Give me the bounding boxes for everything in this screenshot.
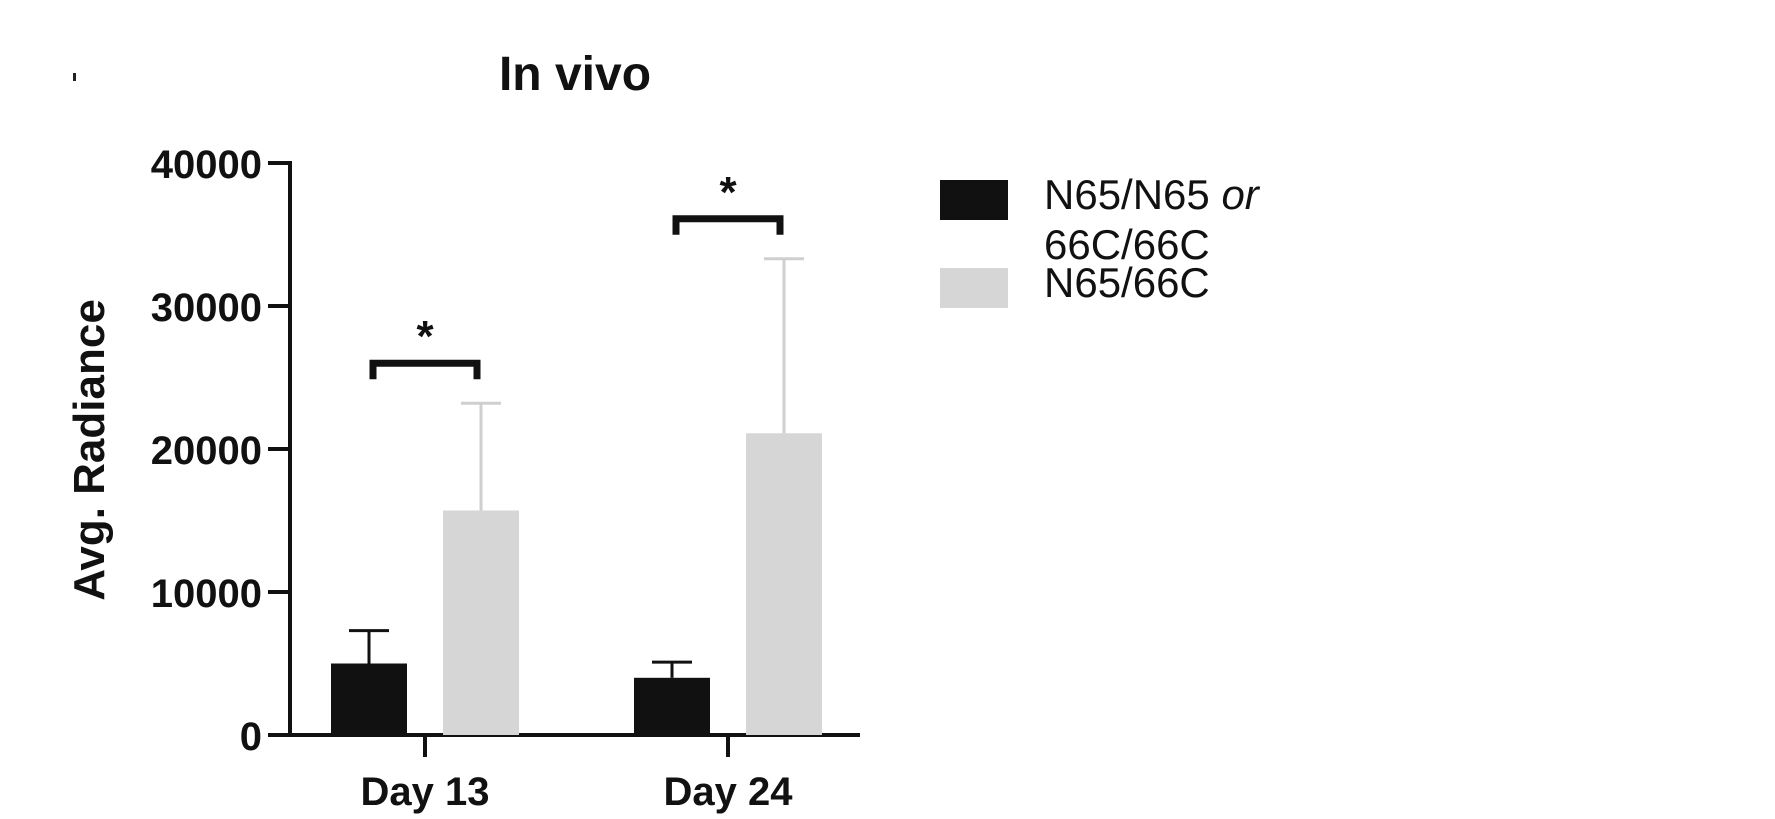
legend-swatch-series-2 [940, 268, 1008, 308]
y-tick-label-0: 0 [240, 715, 262, 759]
legend-swatch-series-1 [940, 180, 1008, 220]
y-tick-label-4: 40000 [151, 143, 262, 187]
legend-label-series-1-main: N65/N65 [1044, 171, 1222, 218]
significance-group: ** [369, 168, 784, 380]
y-tick-label-3: 30000 [151, 286, 262, 330]
legend-label-series-1-line2: 66C/66C [1044, 221, 1210, 268]
bar-2-day-24 [746, 433, 822, 735]
bars-group [331, 257, 822, 735]
legend-label-series-2: N65/66C [1044, 259, 1210, 306]
legend-label-series-1: N65/N65 or 66C/66C [1044, 170, 1259, 270]
significance-star-1: * [719, 168, 737, 217]
y-tick-label-1: 10000 [151, 572, 262, 616]
bar-1-day-24 [634, 677, 710, 735]
axes: 0 10000 20000 30000 40000 Day 13 Day 24 [151, 143, 860, 814]
stray-tick-mark [73, 73, 76, 81]
legend-item-series-1: N65/N65 or 66C/66C [940, 170, 1360, 310]
x-tick-label-0: Day 13 [361, 770, 490, 814]
legend-label-series-1-or: or [1221, 171, 1259, 218]
significance-bracket-1 [672, 215, 784, 235]
significance-bracket-0 [369, 359, 481, 380]
chart-title: In vivo [499, 48, 651, 101]
significance-star-0: * [416, 312, 434, 361]
bar-1-day-13 [331, 663, 407, 735]
y-axis-label: Avg. Radiance [65, 299, 114, 601]
bar-2-day-13 [443, 510, 519, 735]
y-tick-label-2: 20000 [151, 429, 262, 473]
legend-item-series-2: N65/66C [940, 258, 1360, 318]
legend: N65/N65 or 66C/66C N65/66C [940, 170, 1360, 318]
x-tick-label-1: Day 24 [664, 770, 794, 814]
